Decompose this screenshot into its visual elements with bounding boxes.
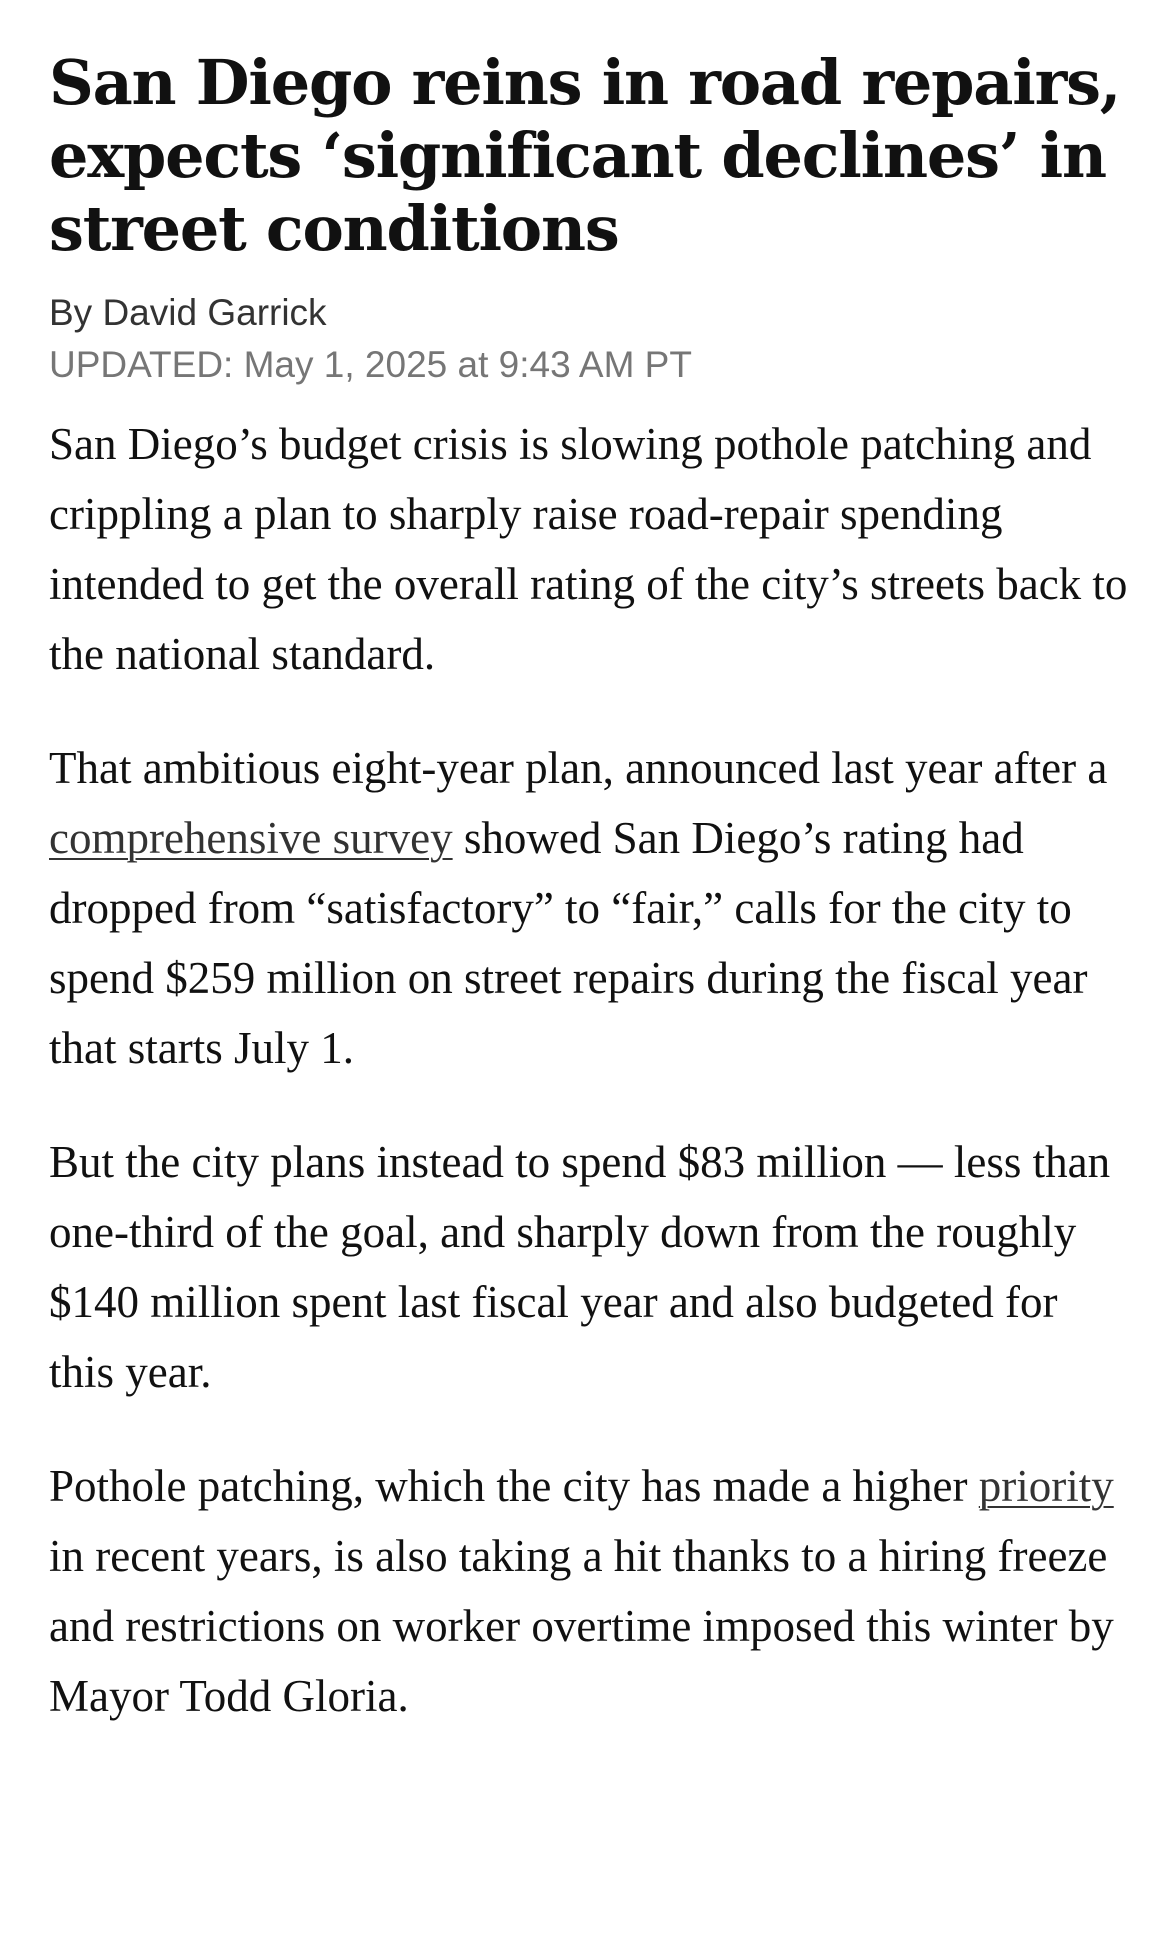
paragraph-text: showed San Diego’s rating had dropped fr… [49,813,1088,1073]
paragraph-text: Pothole patching, which the city has mad… [49,1461,979,1511]
paragraph: That ambitious eight-year plan, announce… [49,733,1131,1083]
author-name: By David Garrick [49,292,327,333]
priority-link[interactable]: priority [978,1461,1114,1511]
paragraph-text: San Diego’s budget crisis is slowing pot… [49,419,1128,679]
article: San Diego reins in road repairs, expects… [49,46,1131,1775]
paragraph: Pothole patching, which the city has mad… [49,1451,1131,1731]
paragraph-text: That ambitious eight-year plan, announce… [49,743,1108,793]
byline: By David Garrick [49,287,1131,339]
paragraph: San Diego’s budget crisis is slowing pot… [49,409,1131,689]
updated-timestamp: UPDATED: May 1, 2025 at 9:43 AM PT [49,344,692,385]
comprehensive-survey-link[interactable]: comprehensive survey [49,813,453,863]
paragraph-text: But the city plans instead to spend $83 … [49,1137,1111,1397]
paragraph-text: in recent years, is also taking a hit th… [49,1531,1114,1721]
article-headline: San Diego reins in road repairs, expects… [49,46,1121,265]
article-body: San Diego’s budget crisis is slowing pot… [49,409,1131,1731]
paragraph: But the city plans instead to spend $83 … [49,1127,1131,1407]
